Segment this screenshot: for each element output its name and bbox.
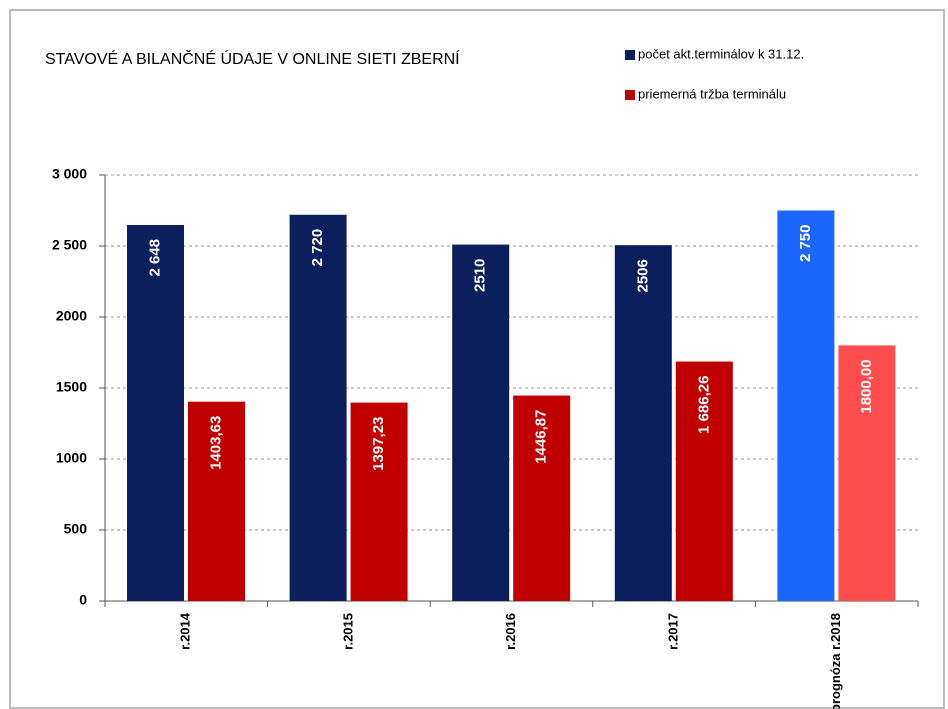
y-tick-label: 0 bbox=[79, 592, 87, 608]
chart-title: STAVOVÉ A BILANČNÉ ÚDAJE V ONLINE SIETI … bbox=[45, 49, 460, 68]
y-tick-label: 2 500 bbox=[52, 237, 87, 253]
legend-swatch bbox=[625, 90, 635, 100]
y-tick-label: 3 000 bbox=[52, 166, 87, 182]
bar bbox=[675, 361, 733, 601]
value-label: 1446,87 bbox=[533, 410, 550, 464]
value-label: 1403,63 bbox=[207, 416, 224, 470]
value-label: 1 686,26 bbox=[695, 376, 712, 434]
bar bbox=[350, 402, 408, 601]
x-tick-label: prognóza r.2018 bbox=[828, 613, 843, 709]
value-label: 1397,23 bbox=[370, 417, 387, 471]
bar bbox=[452, 244, 510, 601]
bar bbox=[188, 401, 245, 601]
bar bbox=[838, 345, 896, 601]
bar bbox=[614, 245, 672, 601]
value-label: 1800,00 bbox=[858, 359, 875, 413]
value-label: 2 648 bbox=[146, 239, 163, 277]
legend-swatch bbox=[625, 50, 635, 60]
value-label: 2 720 bbox=[309, 229, 326, 267]
y-tick-label: 1000 bbox=[56, 450, 87, 466]
legend-label: počet akt.terminálov k 31.12. bbox=[638, 46, 804, 61]
y-tick-label: 2000 bbox=[56, 308, 87, 324]
value-label: 2 750 bbox=[797, 225, 814, 263]
x-tick-label: r.2014 bbox=[178, 612, 193, 650]
value-label: 2506 bbox=[634, 259, 651, 292]
value-label: 2510 bbox=[472, 259, 489, 292]
bar bbox=[777, 210, 835, 601]
x-tick-label: r.2017 bbox=[666, 613, 681, 650]
legend-label: priemerná tržba terminálu bbox=[638, 86, 786, 101]
bar bbox=[127, 224, 184, 601]
y-tick-label: 500 bbox=[64, 521, 88, 537]
y-tick-label: 1500 bbox=[56, 379, 87, 395]
x-tick-label: r.2016 bbox=[503, 613, 518, 650]
x-tick-label: r.2015 bbox=[340, 613, 355, 650]
bar bbox=[289, 214, 347, 601]
bar bbox=[513, 395, 571, 601]
